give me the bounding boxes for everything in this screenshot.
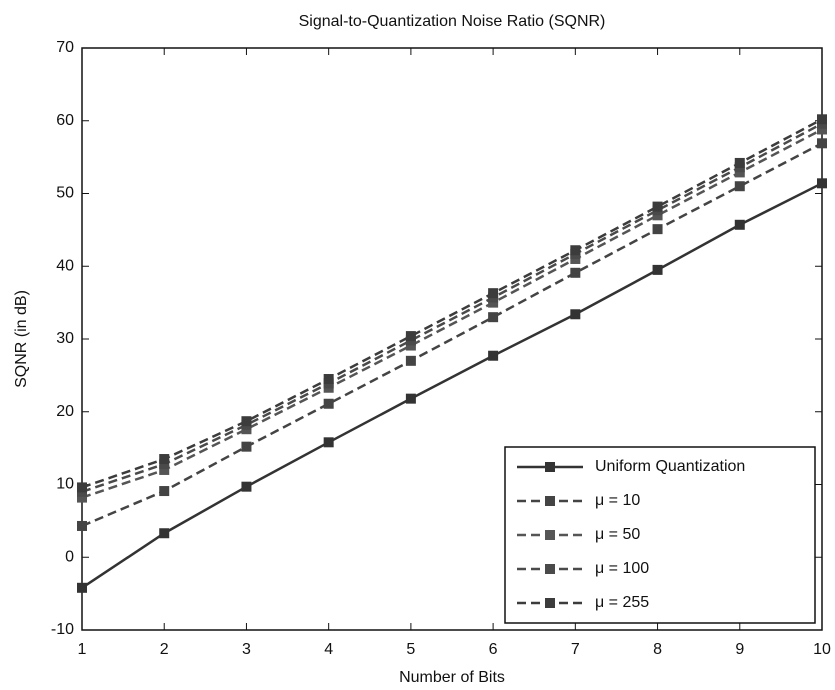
marker — [735, 181, 745, 191]
marker — [488, 312, 498, 322]
marker — [77, 583, 87, 593]
y-tick-label: 20 — [56, 403, 74, 420]
y-tick-label: 50 — [56, 185, 74, 202]
marker — [653, 265, 663, 275]
legend-label: Uniform Quantization — [595, 458, 745, 475]
marker — [324, 399, 334, 409]
x-axis-label: Number of Bits — [399, 669, 505, 686]
y-tick-label: 60 — [56, 112, 74, 129]
y-tick-label: 70 — [56, 39, 74, 56]
marker — [241, 416, 251, 426]
x-tick-label: 5 — [406, 641, 415, 658]
marker — [77, 482, 87, 492]
marker — [570, 309, 580, 319]
chart: Signal-to-Quantization Noise Ratio (SQNR… — [0, 0, 835, 690]
chart-title: Signal-to-Quantization Noise Ratio (SQNR… — [299, 13, 606, 30]
marker — [653, 224, 663, 234]
x-tick-label: 2 — [160, 641, 169, 658]
marker — [817, 138, 827, 148]
marker — [159, 454, 169, 464]
marker — [735, 158, 745, 168]
marker — [324, 437, 334, 447]
x-tick-label: 7 — [571, 641, 580, 658]
legend: Uniform Quantization μ = 10 μ = 50 μ = 100 μ… — [505, 447, 815, 623]
x-tick-label: 10 — [813, 641, 831, 658]
x-tick-label: 6 — [489, 641, 498, 658]
legend-label: μ = 50 — [595, 526, 640, 543]
x-tick-label: 8 — [653, 641, 662, 658]
marker — [159, 528, 169, 538]
x-tick-label: 4 — [324, 641, 333, 658]
marker — [406, 331, 416, 341]
marker — [241, 482, 251, 492]
y-tick-label: 30 — [56, 330, 74, 347]
x-tick-label: 9 — [735, 641, 744, 658]
legend-marker — [545, 496, 555, 506]
marker — [488, 351, 498, 361]
marker — [406, 394, 416, 404]
legend-marker — [545, 530, 555, 540]
legend-marker — [545, 564, 555, 574]
marker — [159, 486, 169, 496]
marker — [653, 202, 663, 212]
y-axis-label: SQNR (in dB) — [13, 290, 30, 388]
marker — [570, 268, 580, 278]
x-tick-label: 1 — [78, 641, 87, 658]
legend-label: μ = 255 — [595, 594, 649, 611]
marker — [570, 245, 580, 255]
marker — [324, 374, 334, 384]
legend-marker — [545, 462, 555, 472]
y-tick-label: 40 — [56, 257, 74, 274]
legend-marker — [545, 598, 555, 608]
marker — [488, 288, 498, 298]
legend-label: μ = 10 — [595, 492, 640, 509]
marker — [817, 114, 827, 124]
marker — [817, 178, 827, 188]
y-tick-label: 10 — [56, 476, 74, 493]
y-tick-label: 0 — [65, 548, 74, 565]
legend-label: μ = 100 — [595, 560, 649, 577]
x-tick-label: 3 — [242, 641, 251, 658]
marker — [735, 220, 745, 230]
marker — [241, 442, 251, 452]
y-tick-label: -10 — [51, 621, 74, 638]
marker — [77, 521, 87, 531]
marker — [406, 356, 416, 366]
